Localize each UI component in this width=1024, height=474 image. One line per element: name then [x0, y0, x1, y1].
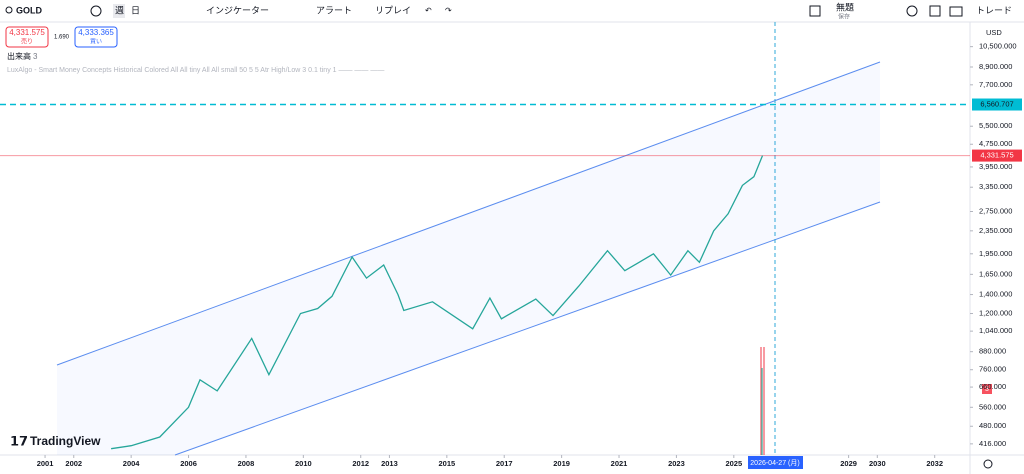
x-tick-label: 2013	[381, 459, 398, 468]
x-tick-label: 2002	[65, 459, 82, 468]
trade-button[interactable]: トレード	[976, 5, 1012, 15]
x-tick-label: 2030	[869, 459, 886, 468]
layout-name[interactable]: 無題	[836, 1, 854, 12]
y-tick-label: 10,500.000	[979, 42, 1017, 51]
y-tick-label: 2,750.000	[979, 206, 1012, 215]
snapshot-icon[interactable]	[949, 6, 963, 17]
x-tick-label: 2023	[668, 459, 685, 468]
channel-fill	[57, 62, 880, 455]
toolbar: GOLD 週 日 インジケーター アラート リプレイ ↶ ↷ 無題 保存 トレー…	[0, 1, 1024, 23]
y-tick-label: 7,700.000	[979, 80, 1012, 89]
axis-settings[interactable]	[983, 459, 993, 469]
x-tick-label: 2010	[295, 459, 312, 468]
channel-lower	[174, 201, 881, 456]
x-tick-label: 2015	[438, 459, 455, 468]
y-tick-label: 480.000	[979, 421, 1006, 430]
alert-button[interactable]: アラート	[316, 5, 352, 15]
indicators-button[interactable]: インジケーター	[206, 5, 269, 15]
interval-week[interactable]: 週	[115, 5, 124, 15]
x-tick-label: 2025	[725, 459, 742, 468]
replay-button[interactable]: リプレイ	[375, 5, 411, 15]
search-icon[interactable]	[5, 6, 13, 14]
y-tick-label: 1,950.000	[979, 249, 1012, 258]
volume-axis-value: 3	[985, 386, 989, 393]
indicator-legend: LuxAlgo - Smart Money Concepts Historica…	[7, 67, 384, 74]
buy-label[interactable]: 買い	[90, 39, 102, 46]
sell-label[interactable]: 売り	[21, 38, 33, 46]
symbol[interactable]: GOLD	[16, 5, 42, 15]
y-tick-label: 3,350.000	[979, 182, 1012, 191]
buy-price[interactable]: 4,333.365	[78, 28, 114, 37]
x-tick-label: 2008	[238, 459, 255, 468]
crosshair-date-box	[748, 456, 803, 469]
y-tick-label: 560.000	[979, 402, 1006, 411]
level-tag	[972, 98, 1022, 111]
y-tick-label: 660.000	[979, 382, 1006, 391]
y-tick-label: 760.000	[979, 365, 1006, 374]
sell-box[interactable]	[5, 26, 49, 48]
layout-icon[interactable]	[809, 5, 821, 17]
crosshair-date: 2026-04-27 (月)	[750, 459, 799, 467]
spread: 1.690	[54, 35, 70, 41]
y-tick-label: 1,040.000	[979, 326, 1012, 335]
save-label[interactable]: 保存	[838, 13, 850, 21]
fullscreen-icon[interactable]	[929, 5, 941, 17]
x-tick-label: 2019	[553, 459, 570, 468]
channel-upper	[56, 61, 881, 366]
y-tick-label: 4,750.000	[979, 139, 1012, 148]
settings-icon[interactable]	[906, 5, 918, 17]
x-tick-label: 2017	[496, 459, 513, 468]
x-tick-label: 2001	[37, 459, 54, 468]
undo[interactable]: ↶	[425, 6, 432, 15]
y-tick-label: 8,900.000	[979, 62, 1012, 71]
volume-value: 3	[33, 52, 38, 61]
redo[interactable]: ↷	[445, 6, 452, 15]
price-series	[111, 155, 764, 450]
x-tick-label: 2006	[180, 459, 197, 468]
volume-axis-box	[982, 384, 992, 394]
sell-price[interactable]: 4,331.575	[9, 28, 45, 37]
volume-label: 出来高	[7, 51, 31, 61]
buy-box[interactable]	[74, 26, 118, 48]
volume-bar	[761, 368, 763, 455]
y-tick-label: 416.000	[979, 439, 1006, 448]
price-tag	[972, 149, 1022, 162]
y-tick-label: 1,200.000	[979, 309, 1012, 318]
x-tick-label: 2004	[123, 459, 141, 468]
y-tick-label: 5,500.000	[979, 121, 1012, 130]
y-tick-label: 1,650.000	[979, 269, 1012, 278]
watermark: TradingView	[30, 434, 101, 448]
logo-mark: 𝟭𝟳	[10, 433, 28, 448]
y-tick-label: 1,400.000	[979, 290, 1012, 299]
y-tick-label: 880.000	[979, 347, 1006, 356]
volume-bar	[763, 347, 765, 455]
interval-day[interactable]: 日	[131, 5, 140, 15]
level-label: 6,560.707	[980, 100, 1013, 109]
price-label: 4,331.575	[980, 151, 1013, 160]
week-bg	[113, 4, 125, 18]
x-tick-label: 2012	[352, 459, 369, 468]
add-symbol[interactable]	[90, 5, 102, 17]
x-tick-label: 2029	[840, 459, 857, 468]
x-tick-label: 2021	[611, 459, 628, 468]
currency: USD	[986, 28, 1002, 37]
y-tick-label: 2,350.000	[979, 226, 1012, 235]
y-tick-label: 3,950.000	[979, 162, 1012, 171]
x-tick-label: 2032	[926, 459, 943, 468]
